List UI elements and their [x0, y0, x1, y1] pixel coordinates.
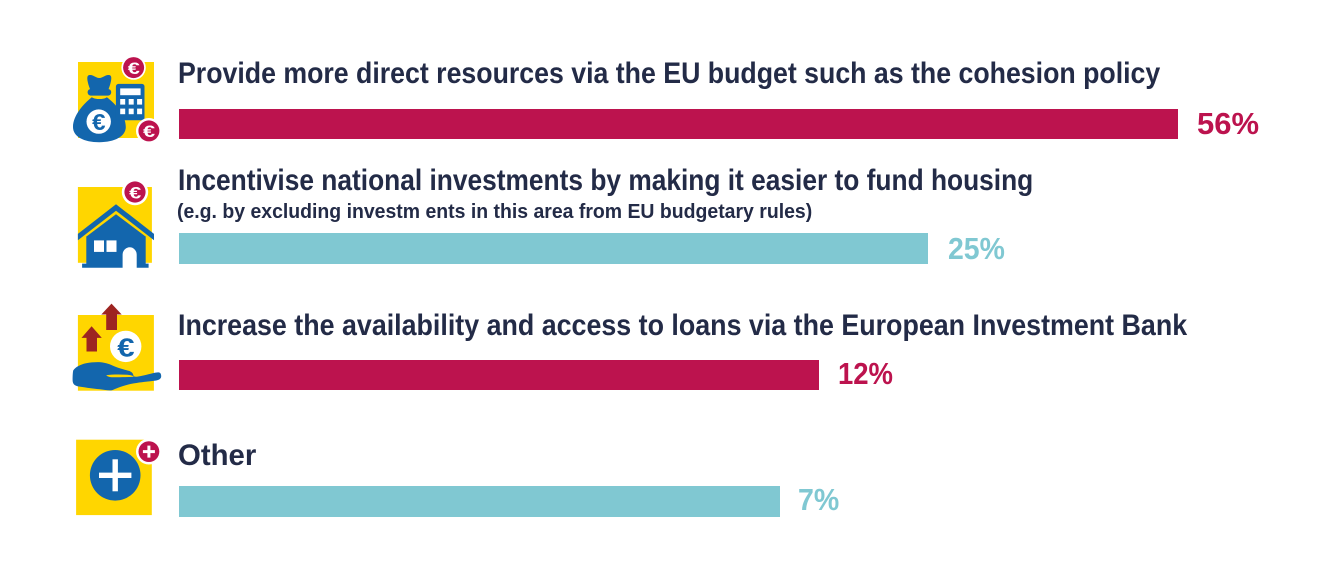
svg-text:€: €	[129, 183, 141, 202]
svg-text:€: €	[92, 110, 105, 135]
svg-text:€: €	[117, 334, 134, 363]
svg-text:€: €	[128, 59, 140, 78]
svg-text:€: €	[143, 122, 155, 141]
